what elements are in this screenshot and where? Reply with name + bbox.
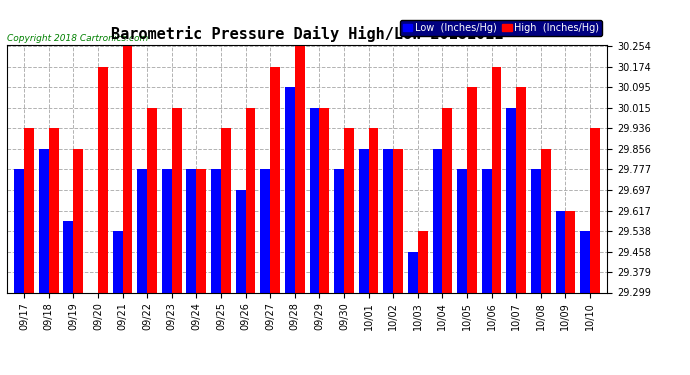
Bar xyxy=(457,169,467,292)
Bar xyxy=(260,169,270,292)
Bar xyxy=(162,169,172,292)
Bar xyxy=(516,87,526,292)
Title: Barometric Pressure Daily High/Low 20181011: Barometric Pressure Daily High/Low 20181… xyxy=(111,27,503,42)
Bar xyxy=(221,128,230,292)
Bar xyxy=(246,108,255,292)
Bar xyxy=(531,169,541,292)
Bar xyxy=(211,169,221,292)
Bar xyxy=(491,67,502,292)
Text: Copyright 2018 Cartronics.com: Copyright 2018 Cartronics.com xyxy=(7,33,148,42)
Bar xyxy=(63,221,73,292)
Bar xyxy=(506,108,516,292)
Bar xyxy=(393,149,403,292)
Bar xyxy=(112,231,123,292)
Bar xyxy=(541,149,551,292)
Bar xyxy=(334,169,344,292)
Bar xyxy=(172,108,181,292)
Bar xyxy=(433,149,442,292)
Bar xyxy=(590,128,600,292)
Bar xyxy=(368,128,378,292)
Bar xyxy=(565,210,575,292)
Bar xyxy=(319,108,329,292)
Bar xyxy=(295,46,304,292)
Bar xyxy=(555,210,565,292)
Bar xyxy=(442,108,452,292)
Bar xyxy=(285,87,295,292)
Bar xyxy=(310,108,319,292)
Bar xyxy=(344,128,354,292)
Bar xyxy=(147,108,157,292)
Bar xyxy=(39,149,49,292)
Bar xyxy=(197,169,206,292)
Bar xyxy=(270,67,280,292)
Bar xyxy=(98,67,108,292)
Bar xyxy=(14,169,24,292)
Bar xyxy=(408,252,417,292)
Bar xyxy=(186,169,197,292)
Bar xyxy=(482,169,491,292)
Bar xyxy=(236,190,246,292)
Bar xyxy=(580,231,590,292)
Bar xyxy=(123,46,132,292)
Bar xyxy=(73,149,83,292)
Bar xyxy=(417,231,428,292)
Legend: Low  (Inches/Hg), High  (Inches/Hg): Low (Inches/Hg), High (Inches/Hg) xyxy=(400,20,602,36)
Bar xyxy=(359,149,368,292)
Bar xyxy=(137,169,147,292)
Bar xyxy=(384,149,393,292)
Bar xyxy=(24,128,34,292)
Bar xyxy=(467,87,477,292)
Bar xyxy=(49,128,59,292)
